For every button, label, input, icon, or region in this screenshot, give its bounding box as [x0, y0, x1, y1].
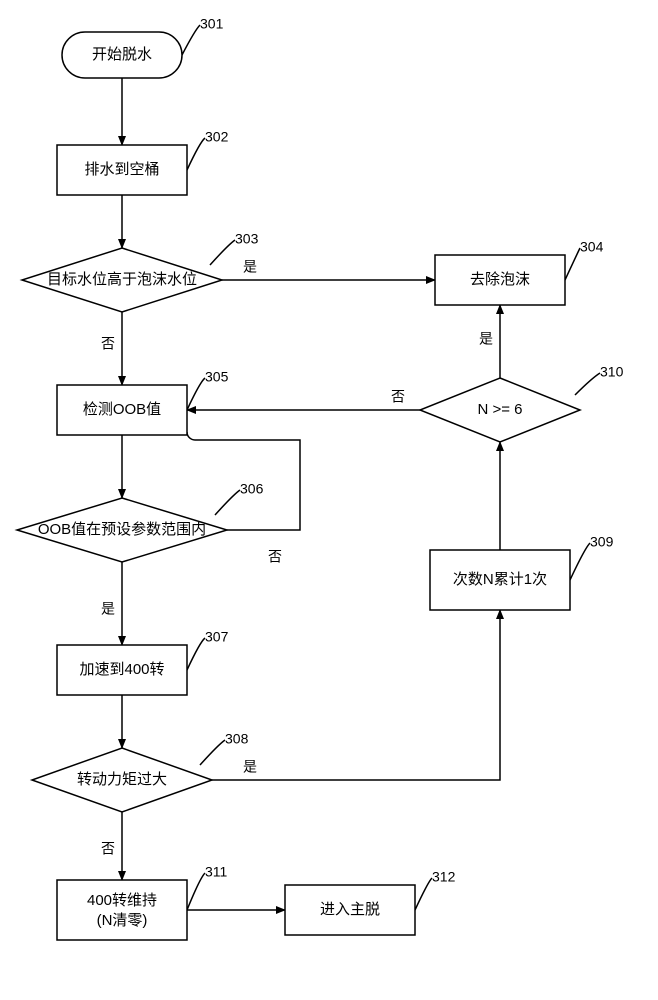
edge-label: 是	[101, 601, 115, 617]
node-ref: 307	[205, 629, 229, 645]
node-ref: 306	[240, 481, 264, 497]
edge	[212, 610, 500, 780]
node-ref: 301	[200, 16, 224, 32]
node-label: OOB值在预设参数范围内	[38, 521, 206, 538]
node-n306: OOB值在预设参数范围内 306	[17, 481, 264, 562]
node-label: N >= 6	[477, 401, 522, 418]
edge-label: 否	[101, 841, 115, 857]
node-ref: 311	[205, 864, 228, 880]
node-n308: 转动力矩过大 308	[32, 731, 249, 812]
node-ref: 312	[432, 869, 456, 885]
node-label: 排水到空桶	[84, 161, 159, 178]
edge-label: 否	[268, 549, 282, 565]
edge-label: 是	[243, 759, 257, 775]
node-label: 加速到400转	[79, 661, 164, 678]
node-label: (N清零)	[97, 912, 148, 929]
node-ref: 304	[580, 239, 604, 255]
node-ref: 308	[225, 731, 249, 747]
edge-label: 否	[101, 336, 115, 352]
node-n302: 排水到空桶 302	[57, 129, 229, 195]
node-ref: 309	[590, 534, 614, 550]
node-label: 进入主脱	[320, 901, 380, 918]
node-label: 开始脱水	[92, 46, 152, 63]
node-n303: 目标水位高于泡沫水位 303	[22, 231, 259, 312]
node-label: 400转维持	[87, 892, 157, 909]
node-ref: 310	[600, 364, 624, 380]
node-n304: 去除泡沫 304	[435, 239, 604, 305]
node-label: 次数N累计1次	[453, 571, 547, 588]
node-ref: 302	[205, 129, 229, 145]
node-n311: 400转维持 (N清零) 311	[57, 864, 228, 940]
edge-label: 是	[243, 259, 257, 275]
edge-label: 否	[391, 389, 405, 405]
node-n301: 开始脱水 301	[62, 16, 224, 78]
node-label: 去除泡沫	[470, 271, 530, 288]
node-n305: 检测OOB值 305	[57, 369, 229, 435]
node-ref: 305	[205, 369, 229, 385]
node-n309: 次数N累计1次 309	[430, 534, 614, 610]
node-n312: 进入主脱 312	[285, 869, 456, 935]
node-label: 目标水位高于泡沫水位	[47, 271, 197, 288]
node-n307: 加速到400转 307	[57, 629, 229, 695]
node-label: 转动力矩过大	[77, 771, 167, 788]
node-ref: 303	[235, 231, 259, 247]
node-label: 检测OOB值	[83, 401, 161, 418]
edge-label: 是	[479, 331, 493, 347]
node-n310: N >= 6 310	[420, 364, 624, 442]
